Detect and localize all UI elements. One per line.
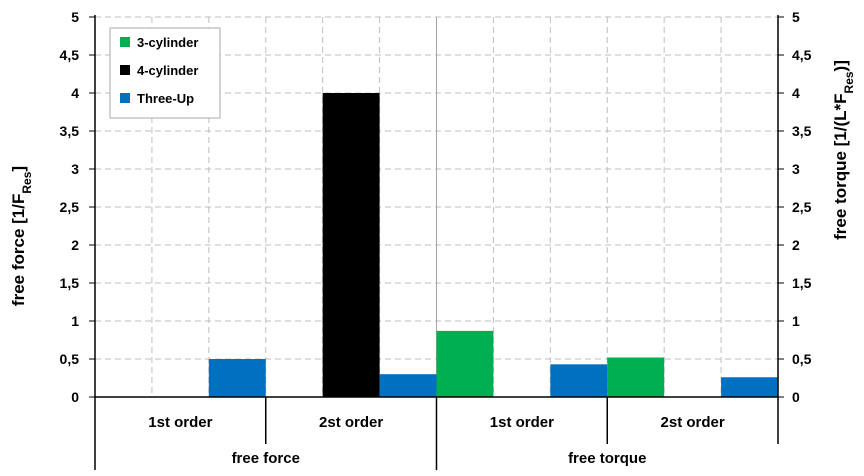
bar	[607, 357, 665, 397]
legend-label: 4-cylinder	[137, 63, 198, 78]
y-tick-label-right: 1	[792, 313, 800, 329]
y-tick-label-right: 2	[792, 237, 800, 253]
bar	[550, 364, 608, 397]
left-y-tick-labels: 0 0,5 1 1,5 2 2,5 3 3,5 4 4,5 5	[60, 9, 80, 405]
y-tick-label-right: 5	[792, 9, 800, 25]
y-tick-label-left: 3	[71, 161, 79, 177]
category-labels: 1st order 2st order 1st order 2st order free…	[148, 414, 725, 467]
y-tick-label-left: 3,5	[60, 123, 80, 139]
y-tick-label-right: 3,5	[792, 123, 812, 139]
y-tick-label-left: 0	[71, 389, 79, 405]
legend-label: 3-cylinder	[137, 35, 198, 50]
y-tick-label-left: 2,5	[60, 199, 80, 215]
y-tick-label-right: 4,5	[792, 47, 812, 63]
category-label: 2st order	[319, 414, 383, 431]
bar	[721, 377, 778, 397]
y-tick-label-left: 4	[71, 85, 79, 101]
group-label: free force	[232, 450, 300, 467]
legend-swatch	[120, 37, 130, 47]
category-label: 2st order	[661, 414, 725, 431]
y-tick-label-right: 0,5	[792, 351, 812, 367]
legend: 3-cylinder 4-cylinder Three-Up	[109, 27, 221, 119]
y-tick-label-right: 4	[792, 85, 800, 101]
bar	[436, 330, 494, 397]
legend-swatch	[120, 65, 130, 75]
legend-swatch	[120, 93, 130, 103]
bars	[208, 93, 778, 397]
category-label: 1st order	[490, 414, 554, 431]
bar	[379, 374, 437, 397]
right-y-tick-labels: 0 0,5 1 1,5 2 2,5 3 3,5 4 4,5 5	[792, 9, 812, 405]
y-tick-label-left: 1,5	[60, 275, 80, 291]
category-label: 1st order	[148, 414, 212, 431]
left-y-axis-label: free force [1/FRes]	[9, 166, 34, 306]
y-tick-label-right: 3	[792, 161, 800, 177]
right-y-axis-label: free torque [1/(L*FRes)]	[831, 60, 856, 240]
group-label: free torque	[568, 450, 646, 467]
bar	[322, 93, 380, 397]
legend-label: Three-Up	[137, 91, 194, 106]
y-tick-label-left: 5	[71, 9, 79, 25]
y-tick-label-left: 2	[71, 237, 79, 253]
y-tick-label-right: 0	[792, 389, 800, 405]
y-tick-label-right: 2,5	[792, 199, 812, 215]
axes	[89, 15, 784, 470]
y-tick-label-left: 1	[71, 313, 79, 329]
bar	[208, 359, 266, 397]
y-tick-label-right: 1,5	[792, 275, 812, 291]
y-tick-label-left: 4,5	[60, 47, 80, 63]
y-tick-label-left: 0,5	[60, 351, 80, 367]
